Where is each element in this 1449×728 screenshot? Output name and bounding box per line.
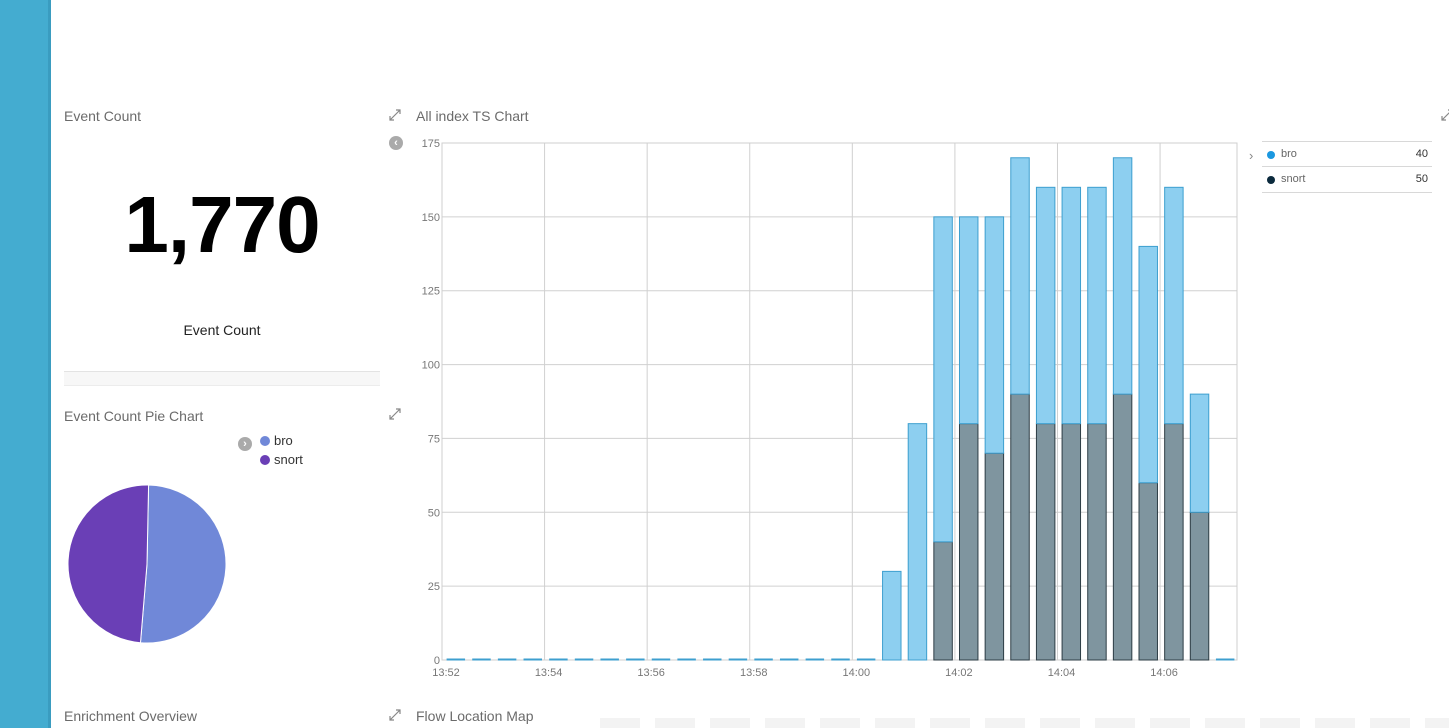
flow-location-map-title: Flow Location Map bbox=[416, 708, 534, 724]
bar-bro[interactable] bbox=[882, 570, 902, 661]
pie-legend-item-snort[interactable]: snort bbox=[260, 452, 303, 468]
ts-legend: bro 40 snort 50 bbox=[1262, 141, 1432, 193]
bar-bro[interactable] bbox=[1010, 157, 1030, 395]
ts-legend-label: bro bbox=[1281, 148, 1297, 160]
pie-legend-item-bro[interactable]: bro bbox=[260, 433, 293, 449]
pie-legend-label: bro bbox=[274, 433, 293, 448]
sidebar bbox=[0, 0, 51, 728]
bar-snort[interactable] bbox=[984, 452, 1005, 661]
bar-bro[interactable] bbox=[933, 216, 953, 543]
panel-divider bbox=[64, 371, 380, 386]
bar-bro[interactable] bbox=[1112, 157, 1133, 395]
bar-bro[interactable] bbox=[984, 216, 1005, 454]
bar-snort[interactable] bbox=[1138, 482, 1158, 661]
x-tick-label: 13:54 bbox=[535, 667, 563, 679]
x-tick-label: 13:52 bbox=[432, 667, 460, 679]
y-tick-label: 150 bbox=[422, 212, 440, 224]
y-tick-label: 50 bbox=[428, 507, 440, 519]
pie-slice-bro[interactable] bbox=[139, 484, 227, 644]
bar-snort[interactable] bbox=[1061, 423, 1082, 661]
chevron-left-circle-icon[interactable]: ‹ bbox=[389, 136, 403, 150]
pie-chart bbox=[67, 484, 227, 644]
bar-snort[interactable] bbox=[1035, 423, 1056, 661]
map-preview-strip bbox=[600, 718, 1449, 728]
x-tick-label: 14:00 bbox=[843, 667, 871, 679]
bar-bro[interactable] bbox=[1189, 393, 1210, 513]
pie-legend-label: snort bbox=[274, 452, 303, 467]
bar-snort[interactable] bbox=[1112, 393, 1133, 661]
legend-dot-icon bbox=[1267, 151, 1275, 159]
ts-legend-value: 40 bbox=[1415, 148, 1428, 160]
bar-bro[interactable] bbox=[1061, 186, 1082, 425]
bar-bro[interactable] bbox=[907, 423, 928, 661]
event-count-label: Event Count bbox=[183, 322, 261, 338]
bar-bro[interactable] bbox=[1087, 186, 1107, 425]
expand-arrows-icon[interactable] bbox=[1441, 109, 1449, 121]
y-tick-label: 100 bbox=[422, 360, 440, 372]
bar-snort[interactable] bbox=[1010, 393, 1030, 661]
pie-chart-title: Event Count Pie Chart bbox=[64, 408, 204, 424]
ts-legend-label: snort bbox=[1281, 173, 1306, 185]
ts-legend-value: 50 bbox=[1415, 173, 1428, 185]
expand-arrows-icon[interactable] bbox=[389, 109, 401, 121]
bar-snort[interactable] bbox=[1189, 511, 1210, 661]
ts-bar-chart: 0 25 50 75 100 125 150 175 13:52 13:54 13:56 13:58 1… bbox=[422, 138, 1238, 679]
y-tick-label: 0 bbox=[434, 655, 440, 667]
enrichment-overview-title: Enrichment Overview bbox=[64, 708, 198, 724]
event-count-value: 1,770 bbox=[124, 180, 320, 269]
event-count-title: Event Count bbox=[64, 108, 142, 124]
bar-snort[interactable] bbox=[1164, 423, 1184, 661]
y-tick-label: 175 bbox=[422, 138, 440, 150]
legend-dot-icon bbox=[260, 455, 270, 465]
bar-bro[interactable] bbox=[1164, 186, 1184, 425]
bar-bro[interactable] bbox=[1035, 186, 1056, 425]
y-tick-label: 75 bbox=[428, 433, 440, 445]
x-tick-label: 13:56 bbox=[637, 667, 665, 679]
bar-bro[interactable] bbox=[1138, 245, 1158, 484]
bar-bro[interactable] bbox=[958, 216, 979, 425]
x-tick-label: 14:02 bbox=[945, 667, 973, 679]
x-tick-label: 13:58 bbox=[740, 667, 768, 679]
chevron-right-circle-icon[interactable]: › bbox=[238, 437, 252, 451]
ts-legend-item-snort[interactable]: snort 50 bbox=[1262, 167, 1432, 193]
expand-arrows-icon[interactable] bbox=[389, 408, 401, 420]
y-tick-label: 25 bbox=[428, 581, 440, 593]
bar-snort[interactable] bbox=[958, 423, 979, 661]
legend-dot-icon bbox=[1267, 176, 1275, 184]
expand-arrows-icon[interactable] bbox=[389, 709, 401, 721]
ts-legend-item-bro[interactable]: bro 40 bbox=[1262, 141, 1432, 167]
bar-snort[interactable] bbox=[1087, 423, 1107, 661]
chevron-right-icon[interactable]: › bbox=[1249, 148, 1254, 163]
legend-dot-icon bbox=[260, 436, 270, 446]
bar-snort[interactable] bbox=[933, 541, 953, 661]
pie-slice-snort[interactable] bbox=[67, 484, 150, 644]
y-tick-label: 125 bbox=[422, 286, 440, 298]
ts-chart-title: All index TS Chart bbox=[416, 108, 529, 124]
x-tick-label: 14:06 bbox=[1150, 667, 1178, 679]
x-tick-label: 14:04 bbox=[1048, 667, 1076, 679]
